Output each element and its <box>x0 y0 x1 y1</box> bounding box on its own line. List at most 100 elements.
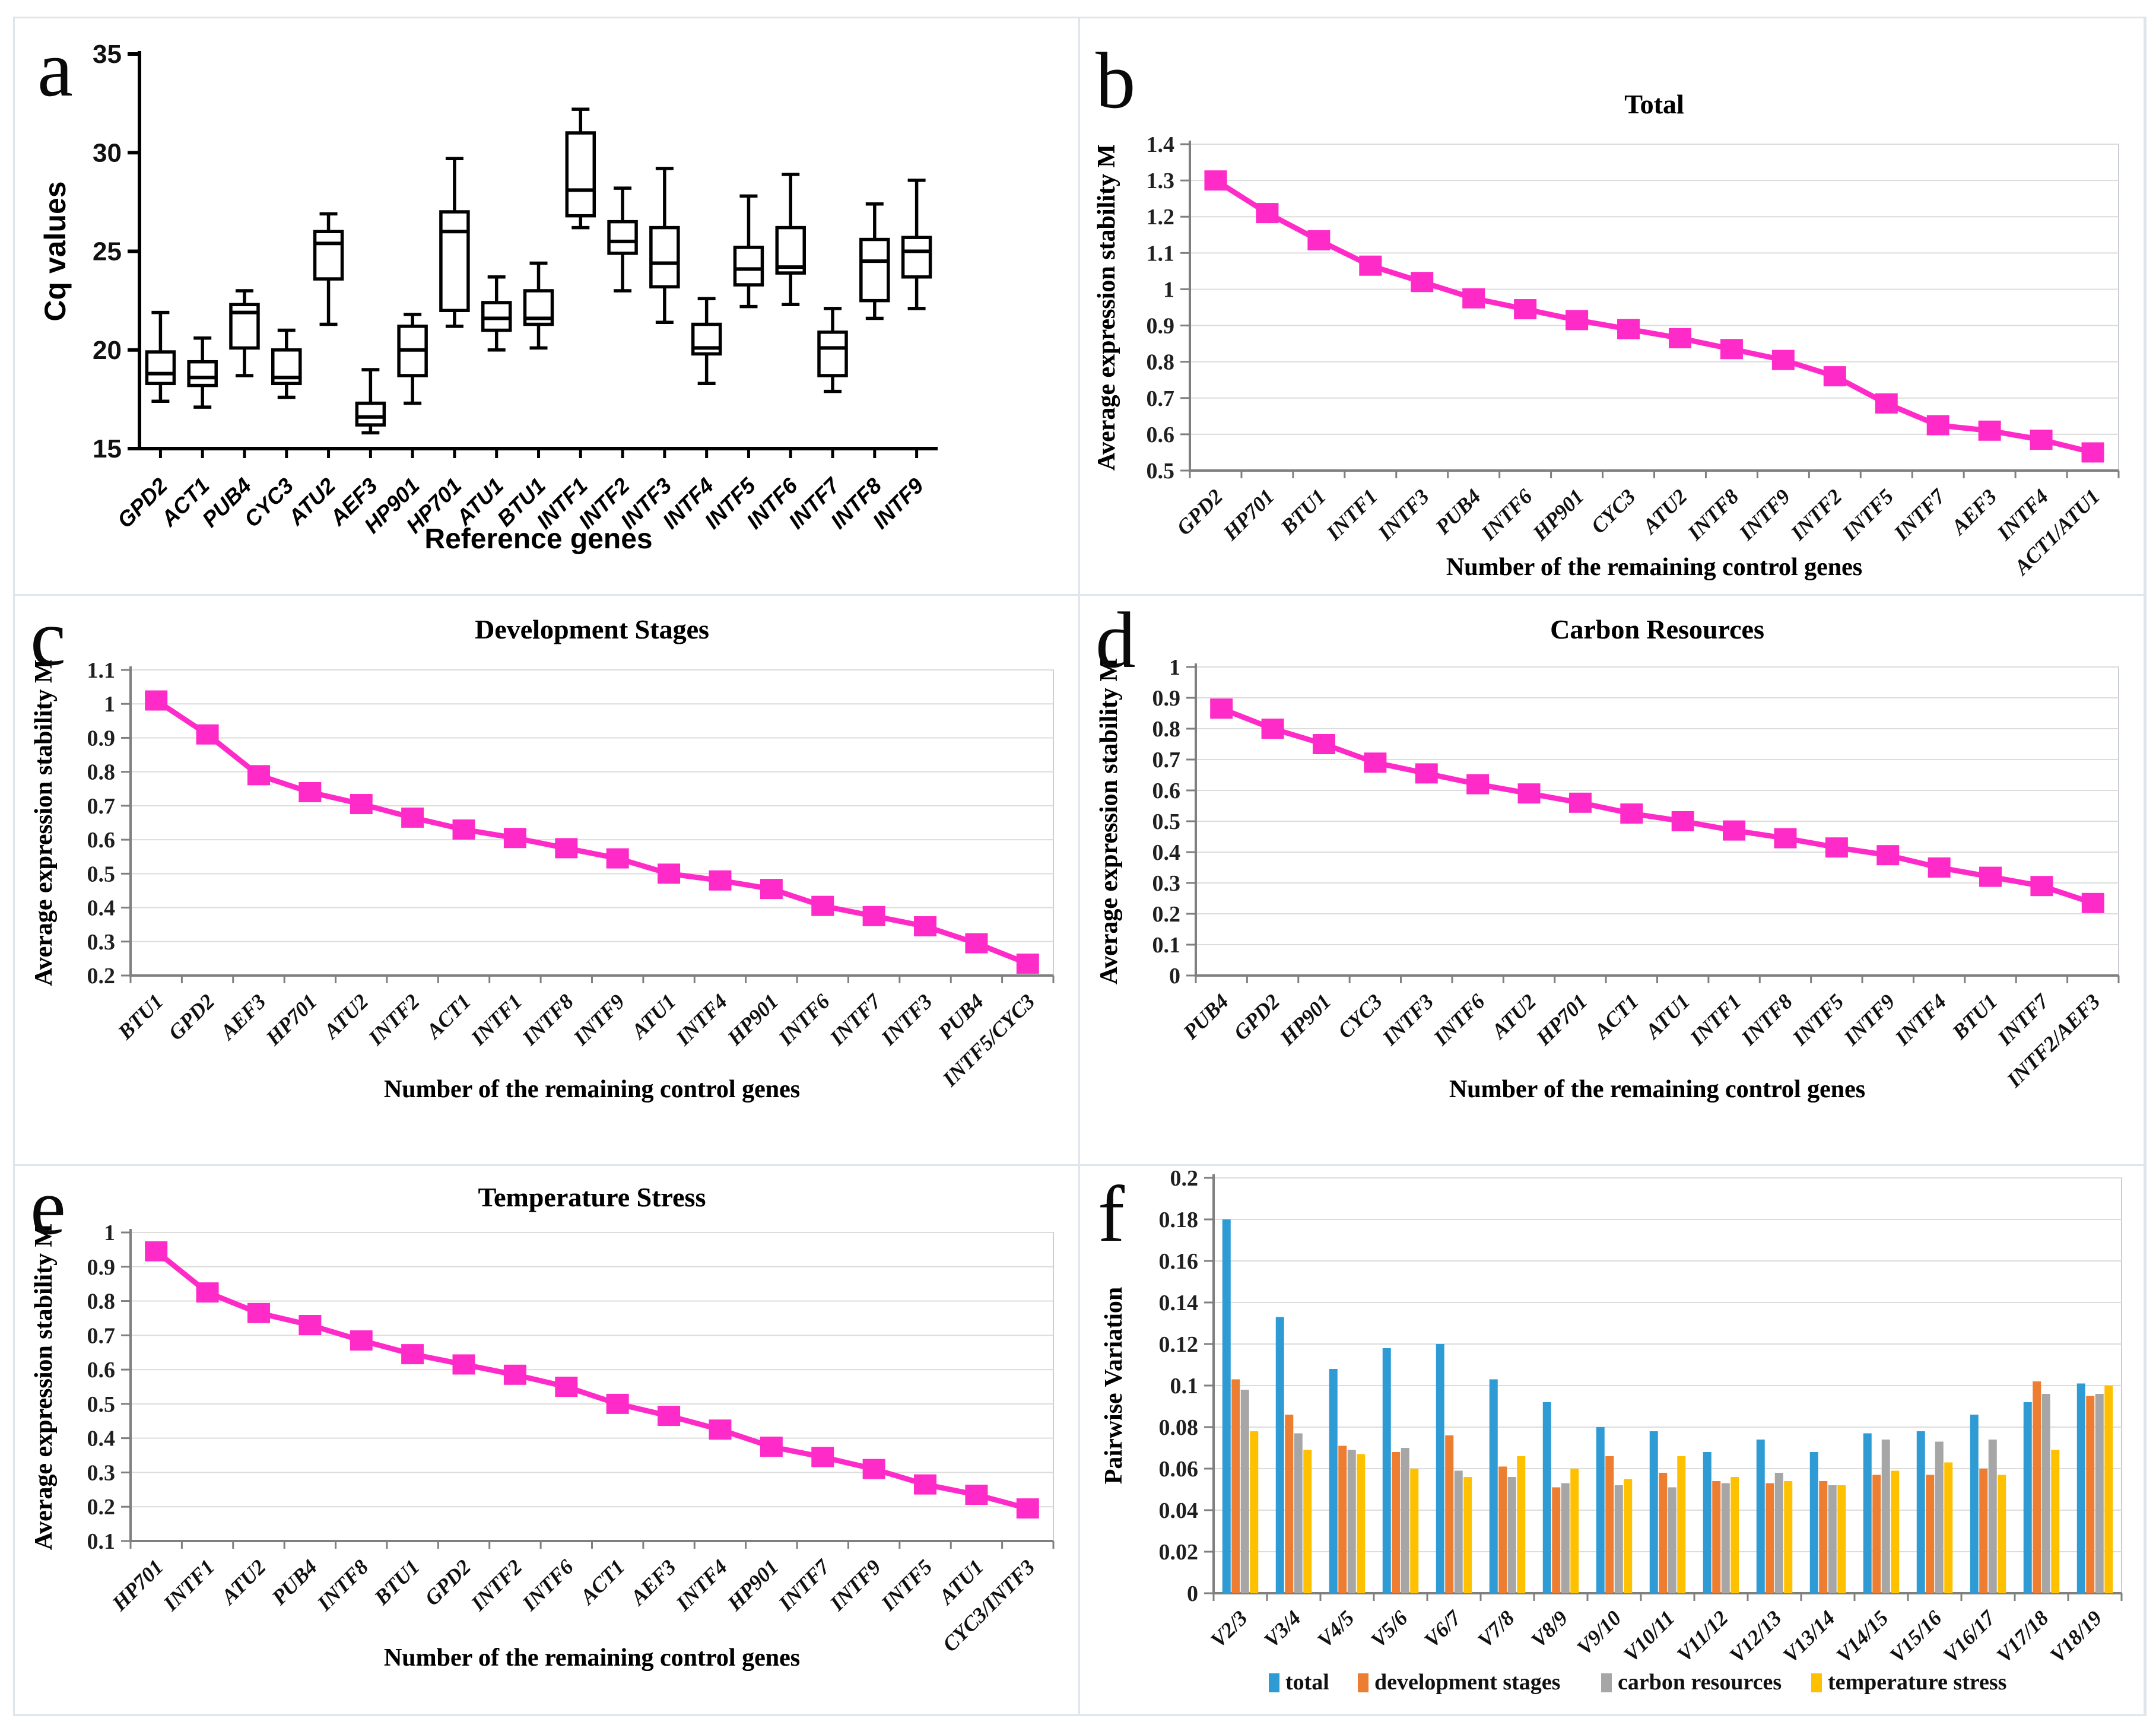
box-plot-item <box>229 289 260 377</box>
x-axis-ticks <box>1195 976 2120 983</box>
data-point-marker <box>811 895 834 916</box>
data-point-marker <box>1875 393 1898 414</box>
box-plot-item <box>565 107 596 230</box>
legend: total development stages carbon resources t… <box>1269 1670 2006 1695</box>
data-point-marker <box>452 1354 475 1375</box>
box-plot-item <box>187 336 218 409</box>
box-plot-item <box>817 307 848 393</box>
bar-series-total <box>1222 1219 2085 1593</box>
svg-text:15: 15 <box>93 434 122 463</box>
data-point-marker <box>1466 774 1490 795</box>
y-axis-title: Average expression stability M <box>1096 658 1123 984</box>
svg-text:0.7: 0.7 <box>1147 386 1175 411</box>
legend-swatch-yellow <box>1811 1673 1822 1692</box>
data-point-marker <box>503 828 526 849</box>
svg-text:INTF4: INTF4 <box>1890 989 1951 1050</box>
data-point-marker <box>965 933 988 954</box>
svg-text:INTF2: INTF2 <box>1786 484 1847 545</box>
svg-text:INTF5: INTF5 <box>876 1555 937 1616</box>
svg-text:0.12: 0.12 <box>1159 1332 1199 1357</box>
svg-text:INTF2: INTF2 <box>466 1555 527 1616</box>
svg-text:0.4: 0.4 <box>1152 840 1181 865</box>
data-point-marker <box>914 916 937 937</box>
y-axis-title: Cq values <box>39 181 72 321</box>
box-plot-item <box>271 328 302 399</box>
x-axis-title: Number of the remaining control genes <box>384 1076 800 1103</box>
svg-text:GPD2: GPD2 <box>1172 484 1227 539</box>
box-plot-item <box>481 275 512 352</box>
y-axis-ticks: 15 20 25 30 35 <box>93 40 139 463</box>
y-axis-title: Average expression stability M <box>1093 144 1120 471</box>
data-point-marker <box>658 1406 681 1426</box>
svg-text:ATU2: ATU2 <box>216 1555 271 1609</box>
panel-f-pairwise-variation: f 0 0.02 0.04 0.06 0.08 0.1 0.12 0.14 0.16 0.18 0.… <box>1080 1166 2144 1714</box>
svg-text:HP901: HP901 <box>722 989 783 1050</box>
svg-text:0.9: 0.9 <box>87 1255 116 1280</box>
line-chart-carbon-resources: 0 0.1 0.2 0.3 0.4 0.5 0.6 0.7 0.8 0.9 1 PUB4GPD2HP9… <box>1096 614 2120 1103</box>
data-point-marker <box>1261 719 1284 739</box>
data-point-marker <box>1307 230 1331 250</box>
svg-text:INTF3: INTF3 <box>876 989 937 1050</box>
svg-text:0.8: 0.8 <box>1147 350 1175 375</box>
svg-text:0.8: 0.8 <box>1152 717 1181 742</box>
data-point-marker <box>1774 828 1797 849</box>
data-point-marker <box>811 1447 834 1467</box>
svg-text:INTF4: INTF4 <box>671 1555 732 1616</box>
data-point-marker <box>1210 698 1233 719</box>
data-point-marker <box>760 1437 783 1457</box>
data-point-marker <box>914 1474 937 1495</box>
x-axis-title: Number of the remaining control genes <box>384 1644 800 1672</box>
svg-text:30: 30 <box>93 138 122 167</box>
svg-text:0.1: 0.1 <box>1170 1374 1199 1399</box>
data-series-m-values <box>145 690 1039 974</box>
box-plot-item <box>775 173 806 307</box>
x-axis-title: Number of the remaining control genes <box>1446 554 1862 581</box>
x-axis-ticks <box>129 1541 1055 1549</box>
svg-text:INTF6: INTF6 <box>1476 484 1537 545</box>
svg-text:AEF3: AEF3 <box>1946 484 2001 539</box>
bar-chart-pairwise-variation: 0 0.02 0.04 0.06 0.08 0.1 0.12 0.14 0.16 0.18 0.2 V… <box>1100 1166 2123 1695</box>
data-point-marker <box>1668 328 1691 348</box>
x-axis-ticks <box>1189 471 2120 478</box>
svg-text:35: 35 <box>93 40 122 69</box>
svg-text:V7/8: V7/8 <box>1473 1606 1519 1652</box>
svg-text:0.16: 0.16 <box>1159 1249 1199 1274</box>
box-plot-item <box>313 212 344 326</box>
data-point-marker <box>1364 752 1387 773</box>
svg-text:INTF5: INTF5 <box>1837 484 1898 545</box>
svg-text:1.1: 1.1 <box>87 658 116 683</box>
svg-text:ACT1: ACT1 <box>421 989 475 1044</box>
panel-letter-e: e <box>30 1166 66 1251</box>
panel-letter-c: c <box>30 596 66 682</box>
y-axis-title: Average expression stability M <box>30 1224 58 1550</box>
data-point-marker <box>247 1302 270 1323</box>
svg-text:INTF7: INTF7 <box>773 1554 835 1616</box>
data-point-marker <box>2081 442 2104 463</box>
svg-text:0.18: 0.18 <box>1159 1208 1199 1232</box>
data-point-marker <box>606 1393 629 1414</box>
data-point-marker <box>1462 288 1485 309</box>
data-series-m-values <box>1210 698 2104 913</box>
svg-text:1: 1 <box>1169 655 1180 680</box>
svg-text:V17/18: V17/18 <box>1992 1606 2053 1667</box>
svg-text:1: 1 <box>104 692 115 717</box>
svg-text:0.5: 0.5 <box>87 1392 116 1417</box>
data-point-marker <box>1359 255 1382 276</box>
data-point-marker <box>1823 366 1846 387</box>
data-point-marker <box>1723 820 1746 841</box>
boxplot-cq-values: 1520253035GPD2ACT1PUB4CYC3ATU2AEF3HP901H… <box>39 40 938 555</box>
panel-d-carbon-resources: d 0 0.1 0.2 0.3 0.4 0.5 0.6 0.7 0.8 0.9 1 PUB4 GPD2 H… <box>1080 596 2144 1164</box>
svg-text:V5/6: V5/6 <box>1366 1606 1412 1652</box>
svg-text:0.1: 0.1 <box>87 1529 116 1554</box>
svg-text:V11/12: V11/12 <box>1672 1606 1733 1666</box>
data-point-marker <box>1256 203 1279 224</box>
x-axis-ticks <box>158 449 919 458</box>
svg-text:0.02: 0.02 <box>1159 1540 1199 1565</box>
svg-text:0.9: 0.9 <box>1152 686 1181 711</box>
data-point-marker <box>1514 299 1537 320</box>
data-point-marker <box>145 690 168 711</box>
svg-text:INTF8: INTF8 <box>1682 484 1744 545</box>
svg-text:0.3: 0.3 <box>87 1460 116 1485</box>
y-axis-title: Average expression stability M <box>30 659 58 986</box>
svg-text:INTF6: INTF6 <box>517 1555 578 1616</box>
